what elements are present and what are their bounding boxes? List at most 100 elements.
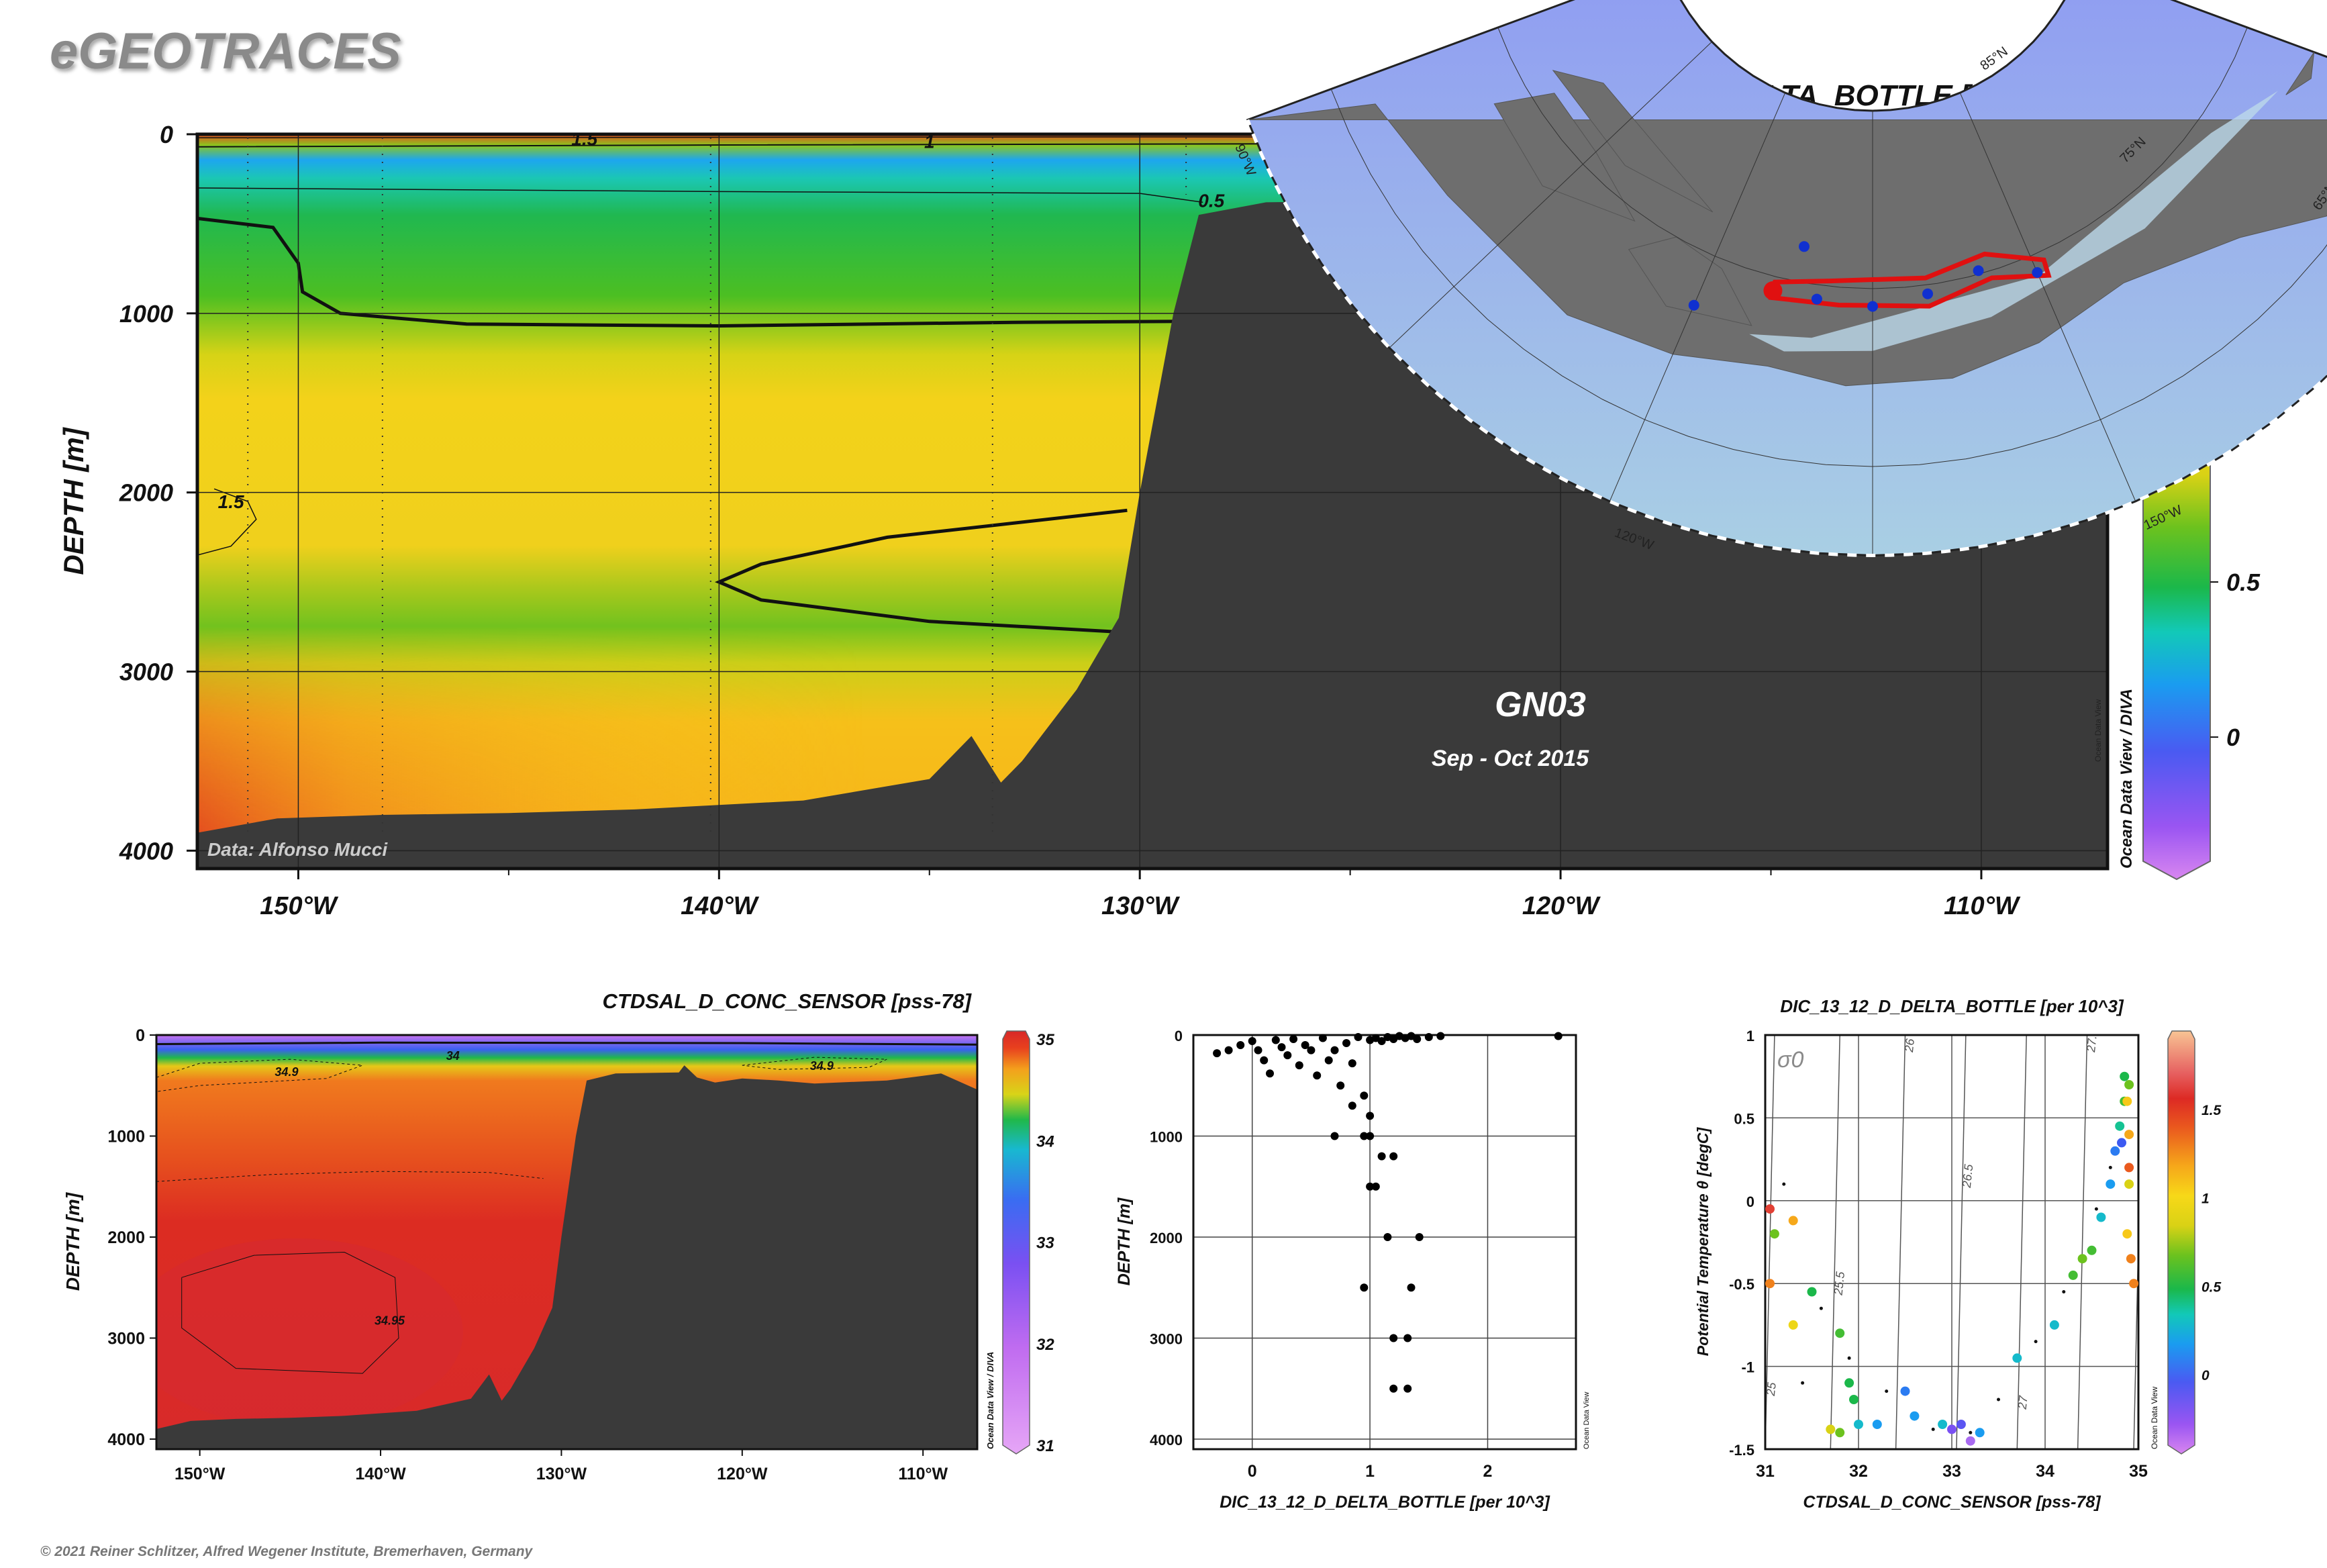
- ts-ylabel: Potential Temperature θ [degC]: [1694, 1126, 1712, 1356]
- salinity-contour: [156, 1171, 544, 1182]
- ts-point: [1807, 1287, 1817, 1297]
- profile-point: [1389, 1334, 1398, 1342]
- profile-point: [1295, 1061, 1303, 1070]
- main-contour: [197, 488, 257, 556]
- ts-point: [2126, 1254, 2136, 1264]
- ts-point: [2077, 1254, 2087, 1264]
- ts-xtick-label: 35: [2129, 1462, 2148, 1481]
- ts-point: [1956, 1420, 1966, 1429]
- ts-isopycnal-label: 27: [2016, 1394, 2030, 1410]
- inset-map-frame-dash: [1246, 119, 2327, 558]
- inset-map-station: [1973, 265, 1984, 277]
- salinity-contour-label: 34.9: [275, 1065, 298, 1079]
- profile-point: [1354, 1033, 1363, 1041]
- main-contour-label: 0.5: [1198, 191, 1224, 211]
- salinity-panel: CTDSAL_D_CONC_SENSOR [pss-78] 34.9 34.9 34…: [62, 989, 1054, 1483]
- ts-point: [1835, 1328, 1845, 1338]
- ts-software-label: Ocean Data View: [2150, 1387, 2159, 1449]
- profile-point: [1266, 1069, 1274, 1078]
- inset-map-land-victoria: [1493, 93, 1636, 222]
- main-colorbar-label: 0: [2226, 724, 2240, 751]
- profile-ytick-label: 0: [1175, 1028, 1183, 1044]
- profile-point: [1236, 1041, 1245, 1049]
- salinity-colorbar-label: 34: [1036, 1132, 1054, 1150]
- ts-small-point: [1885, 1389, 1889, 1393]
- ts-ytick-label: -0.5: [1729, 1276, 1754, 1293]
- ts-point: [1854, 1420, 1863, 1429]
- profile-point: [1377, 1152, 1386, 1161]
- cruise-label: GN03: [1495, 685, 1586, 724]
- ts-point: [2012, 1353, 2022, 1363]
- main-colorbar-label: 0.5: [2226, 569, 2261, 596]
- salinity-contour-label: 34: [446, 1049, 460, 1063]
- profile-point: [1371, 1182, 1380, 1191]
- inset-map-station: [1922, 288, 1934, 299]
- inset-map-land-mainland: [1247, 103, 2327, 387]
- ts-xtick-label: 31: [1756, 1462, 1775, 1481]
- ts-point: [1872, 1420, 1882, 1429]
- inset-map-station: [2032, 267, 2043, 279]
- data-credit: Data: Alfonso Mucci: [207, 839, 388, 860]
- ts-point: [2124, 1179, 2134, 1189]
- salinity-ytick-label: 1000: [107, 1127, 145, 1146]
- main-ytick-label: 1000: [119, 300, 173, 328]
- profile-ytick-label: 3000: [1150, 1330, 1183, 1347]
- profile-point: [1307, 1046, 1316, 1055]
- salinity-contour: [742, 1057, 887, 1070]
- ts-isopycnal: [2077, 1035, 2088, 1449]
- inset-map-station: [1867, 301, 1878, 312]
- ts-colorbar-label: 0.5: [2201, 1279, 2222, 1295]
- salinity-ytick-label: 3000: [107, 1329, 145, 1348]
- ts-point: [1900, 1386, 1910, 1396]
- salinity-ylabel: DEPTH [m]: [62, 1191, 83, 1291]
- salinity-colorbar-label: 35: [1036, 1031, 1054, 1049]
- profile-point: [1403, 1384, 1412, 1393]
- profile-point: [1389, 1152, 1398, 1161]
- ts-isopycnal-label: 26: [1902, 1037, 1917, 1053]
- ts-point: [1826, 1424, 1836, 1434]
- ts-point: [1975, 1428, 1985, 1438]
- profile-point: [1360, 1091, 1369, 1100]
- ts-isopycnal-label: 25: [1764, 1381, 1779, 1397]
- salinity-xtick-label: 150°W: [175, 1465, 226, 1483]
- profile-point: [1366, 1132, 1375, 1140]
- ts-colorbar: [2167, 1030, 2195, 1455]
- salinity-colorbar: [1002, 1030, 1030, 1455]
- ts-point: [1849, 1395, 1859, 1404]
- ts-point: [1938, 1420, 1948, 1429]
- inset-map-land-parry: [1552, 70, 1714, 213]
- main-contour-label: 1.5: [218, 491, 244, 512]
- ts-point: [1769, 1229, 1779, 1239]
- main-software-label: Ocean Data View / DIVA: [2118, 689, 2136, 869]
- profile-point: [1318, 1034, 1327, 1042]
- salinity-contour-label: 34.95: [375, 1314, 405, 1327]
- profile-point: [1407, 1283, 1416, 1292]
- ts-small-point: [2034, 1340, 2038, 1344]
- inset-map-software: Ocean Data View: [2093, 699, 2103, 762]
- ts-point: [2106, 1179, 2116, 1189]
- ts-point: [2120, 1071, 2130, 1081]
- profile-point: [1271, 1036, 1280, 1044]
- profile-point: [1283, 1051, 1292, 1060]
- ts-ytick-label: 1: [1746, 1028, 1754, 1044]
- salinity-frame: [155, 1034, 979, 1451]
- ts-point: [1765, 1279, 1775, 1289]
- profile-point: [1213, 1049, 1222, 1058]
- profile-point: [1366, 1182, 1375, 1191]
- profile-point: [1301, 1041, 1309, 1049]
- ts-isopycnal: [1830, 1035, 1840, 1449]
- profile-point: [1330, 1046, 1339, 1055]
- ts-small-point: [1782, 1182, 1786, 1186]
- main-ylabel: DEPTH [m]: [58, 426, 89, 575]
- profile-point: [1224, 1046, 1233, 1055]
- ts-point: [1910, 1411, 1920, 1421]
- period-label: Sep - Oct 2015: [1432, 746, 1589, 771]
- profile-point: [1383, 1233, 1392, 1241]
- profile-point: [1313, 1071, 1322, 1080]
- salinity-colorbar-label: 33: [1036, 1234, 1054, 1253]
- inset-map-meridian: [1959, 93, 2136, 502]
- main-ytick-label: 3000: [119, 658, 173, 685]
- ts-point: [1947, 1424, 1957, 1434]
- ts-small-point: [2108, 1165, 2112, 1169]
